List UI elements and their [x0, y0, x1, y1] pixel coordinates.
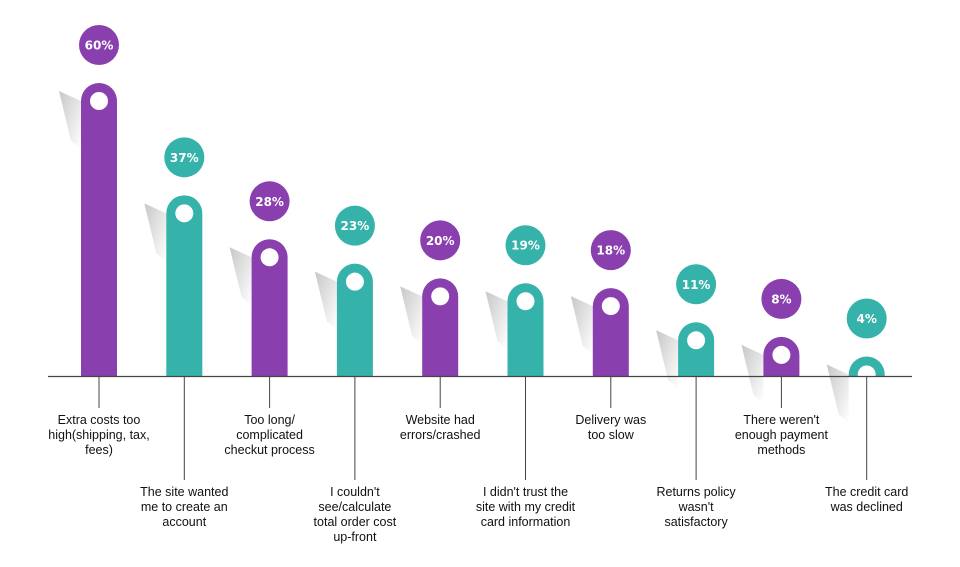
bar-knob-dot	[516, 292, 535, 311]
bar-knob-dot	[687, 331, 706, 350]
bar-knob-dot	[345, 272, 364, 291]
category-label: The credit card was declined	[825, 485, 908, 514]
category-label: Delivery was too slow	[575, 413, 646, 442]
value-bubble	[164, 137, 205, 178]
category-label: Extra costs too high(shipping, tax, fees)	[48, 413, 149, 457]
bar-group: 60%	[59, 25, 119, 376]
category-label: I couldn't see/calculate total order cost u…	[314, 485, 397, 544]
bar-group: 28%	[229, 181, 290, 376]
value-label: 23%	[341, 219, 370, 233]
bar-group: 37%	[144, 137, 205, 376]
bar-group: 11%	[656, 264, 717, 389]
bar-shadow	[144, 203, 167, 262]
bar-group: 8%	[741, 278, 802, 403]
value-label: 60%	[85, 39, 114, 53]
bar-group: 23%	[314, 205, 375, 376]
bar-shadow	[229, 247, 252, 306]
value-bubble	[590, 230, 631, 271]
bar-knob-dot	[601, 297, 620, 316]
value-label: 19%	[511, 239, 540, 253]
bar-shadow	[570, 296, 593, 355]
value-bubble	[420, 220, 461, 261]
value-label: 18%	[596, 244, 625, 258]
bars-layer: 60% 37% 28% 23% 20% 19% 18% 11% 8% 4%	[59, 25, 887, 423]
labels-layer: Extra costs too high(shipping, tax, fees) T…	[48, 376, 908, 544]
value-label: 37%	[170, 151, 199, 165]
category-label: Website had errors/crashed	[400, 413, 481, 442]
bar-group: 20%	[400, 220, 461, 376]
category-label: The site wanted me to create an account	[140, 485, 228, 529]
bar-shadow	[400, 286, 423, 345]
category-label: I didn't trust the site with my credit car…	[476, 485, 576, 529]
bar	[166, 195, 203, 376]
bar	[336, 263, 373, 376]
category-label: Returns policy wasn't satisfactory	[656, 485, 736, 529]
bar-shadow	[741, 344, 764, 403]
value-label: 4%	[857, 312, 877, 326]
value-bubble	[676, 264, 717, 305]
bar	[81, 83, 117, 376]
bar-group: 4%	[826, 298, 887, 423]
bar-knob-dot	[431, 287, 450, 306]
bar-knob-dot	[260, 248, 279, 267]
bar-shadow	[485, 291, 508, 350]
value-label: 20%	[426, 234, 455, 248]
bar-shadow	[656, 330, 679, 389]
category-label: There weren't enough payment methods	[735, 413, 829, 457]
value-bubble	[505, 225, 546, 266]
bar-shadow	[59, 91, 81, 149]
value-bubble	[761, 278, 802, 319]
bar-group: 19%	[485, 225, 546, 376]
bar-knob-dot	[175, 204, 194, 223]
bar	[507, 283, 544, 376]
bar-knob-dot	[857, 365, 876, 384]
bar-shadow	[826, 364, 849, 423]
category-label: Too long/complicated checkut process	[224, 413, 314, 457]
bar-group: 18%	[570, 230, 631, 376]
value-bubble	[334, 205, 375, 246]
bar	[592, 288, 629, 376]
value-bubble	[249, 181, 290, 222]
value-bubble	[846, 298, 887, 339]
bar	[422, 278, 459, 376]
value-label: 11%	[682, 278, 711, 292]
value-bubble	[79, 25, 119, 65]
bar-knob-dot	[90, 92, 108, 110]
bar-shadow	[314, 271, 337, 330]
value-label: 8%	[771, 292, 791, 306]
value-label: 28%	[255, 195, 284, 209]
bar-knob-dot	[772, 345, 791, 364]
bar	[251, 239, 288, 376]
